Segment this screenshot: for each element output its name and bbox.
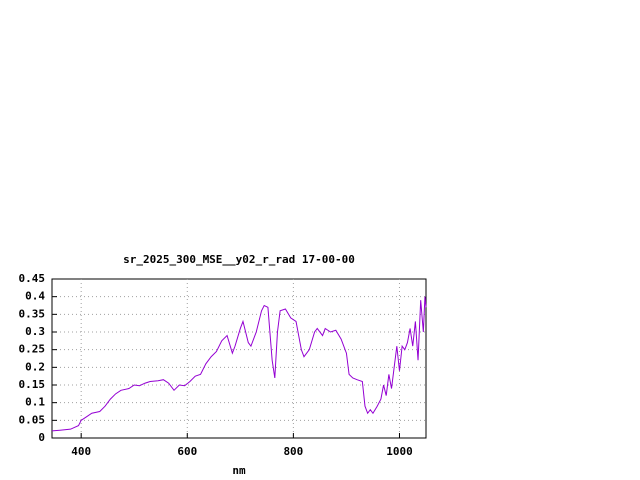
y-tick-label: 0.25: [19, 343, 46, 356]
y-tick-label: 0.05: [19, 413, 46, 426]
y-tick-label: 0.45: [19, 272, 46, 285]
x-axis-label: nm: [232, 464, 246, 477]
y-tick-label: 0.2: [25, 360, 45, 373]
y-tick-label: 0.15: [19, 378, 46, 391]
y-tick-label: 0: [38, 431, 45, 444]
x-tick-label: 1000: [386, 445, 413, 458]
y-tick-label: 0.35: [19, 307, 46, 320]
y-tick-label: 0.1: [25, 396, 45, 409]
x-tick-label: 400: [71, 445, 91, 458]
x-tick-label: 600: [177, 445, 197, 458]
data-line: [51, 296, 427, 432]
plot-frame: [51, 278, 427, 439]
chart-title: sr_2025_300_MSE__y02_r_rad 17-00-00: [123, 253, 355, 266]
y-tick-label: 0.4: [25, 290, 45, 303]
y-tick-label: 0.3: [25, 325, 45, 338]
x-tick-label: 800: [283, 445, 303, 458]
